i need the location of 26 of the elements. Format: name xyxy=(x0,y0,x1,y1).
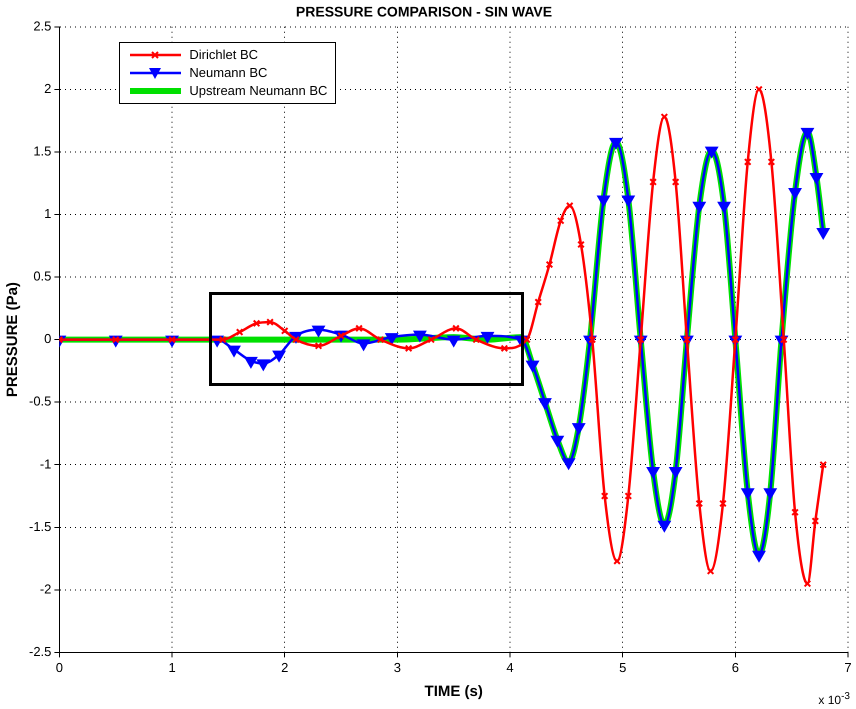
x-tick-label: 7 xyxy=(844,660,852,675)
y-tick-label: -2 xyxy=(40,581,52,596)
y-axis-title: PRESSURE (Pa) xyxy=(4,282,22,398)
y-tick-label: 2.5 xyxy=(33,18,52,34)
y-tick-label: 1.5 xyxy=(33,144,52,158)
x-axis-title: TIME (s) xyxy=(424,683,483,700)
y-tick-label: -2.5 xyxy=(28,644,52,659)
chart-title: PRESSURE COMPARISON - SIN WAVE xyxy=(296,3,552,20)
x-tick-label: 3 xyxy=(394,660,401,675)
legend-label: Upstream Neumann BC xyxy=(189,83,328,98)
x-tick-label: 4 xyxy=(506,660,514,675)
y-tick-label: 0.5 xyxy=(33,268,52,284)
y-tick-label: -1 xyxy=(40,456,52,472)
x-tick-label: 2 xyxy=(281,660,288,675)
x-tick-label: 6 xyxy=(732,660,739,675)
y-tick-label: -0.5 xyxy=(28,394,52,409)
legend-label: Neumann BC xyxy=(189,65,268,80)
y-tick-label: 2 xyxy=(44,80,52,96)
y-tick-label: -1.5 xyxy=(28,518,52,534)
x-tick-label: 1 xyxy=(168,660,176,675)
y-tick-label: 0 xyxy=(44,331,52,346)
legend-label: Dirichlet BC xyxy=(189,47,258,62)
x-tick-label: 0 xyxy=(56,660,64,675)
text: x 10$^{-3}$ xyxy=(818,691,850,707)
y-tick-label: 1 xyxy=(44,206,52,222)
x-tick-label: 5 xyxy=(619,660,626,675)
